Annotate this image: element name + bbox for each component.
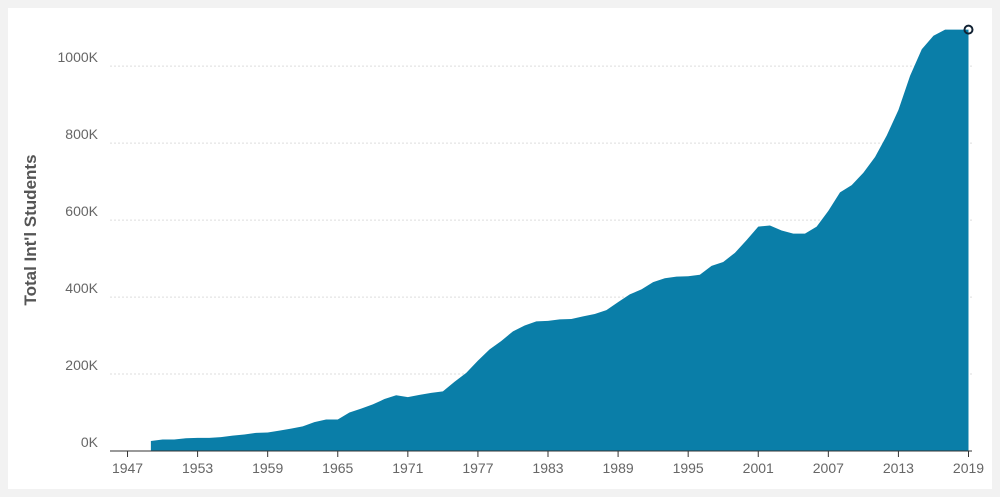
x-tick-label: 1971	[392, 460, 423, 476]
x-tick-label: 2001	[743, 460, 774, 476]
x-tick-label: 1989	[603, 460, 634, 476]
y-tick-label: 0K	[81, 434, 99, 450]
x-tick-label: 1995	[673, 460, 704, 476]
y-axis-label: Total Int'l Students	[21, 154, 40, 305]
area	[150, 29, 969, 451]
y-tick-label: 1000K	[58, 49, 99, 65]
x-tick-label: 1965	[322, 460, 353, 476]
x-tick-label: 1977	[462, 460, 493, 476]
y-tick-label: 200K	[65, 357, 98, 373]
y-tick-label: 800K	[65, 126, 98, 142]
x-tick-label: 1947	[112, 460, 143, 476]
x-tick-label: 1953	[182, 460, 213, 476]
x-tick-label: 2007	[813, 460, 844, 476]
y-tick-label: 400K	[65, 280, 98, 296]
x-tick-label: 2013	[883, 460, 914, 476]
y-tick-label: 600K	[65, 203, 98, 219]
x-tick-label: 2019	[953, 460, 984, 476]
x-tick-label: 1983	[532, 460, 563, 476]
x-tick-label: 1959	[252, 460, 283, 476]
hover-marker	[963, 24, 974, 35]
